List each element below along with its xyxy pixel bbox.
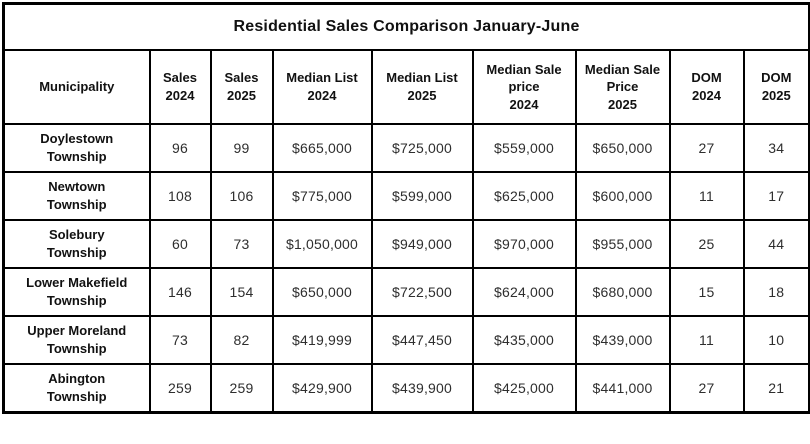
dom-2025-cell: 34 (742, 123, 810, 173)
median-sale-2025-cell: $650,000 (574, 123, 671, 173)
dom-2024-cell: 25 (668, 219, 745, 269)
median-sale-2024-cell: $425,000 (471, 363, 577, 413)
median-list-2025-cell: $439,900 (370, 363, 474, 413)
col-header-median-list-2025: Median List 2025 (370, 49, 474, 125)
median-sale-2024-cell: $624,000 (471, 267, 577, 317)
median-list-2025-cell: $725,000 (370, 123, 474, 173)
table-title: Residential Sales Comparison January-Jun… (2, 2, 810, 51)
table-row: Lower Makefield Township 146 154 $650,00… (2, 267, 810, 317)
median-sale-2025-cell: $441,000 (574, 363, 671, 413)
dom-2024-cell: 27 (668, 363, 745, 413)
municipality-cell: Doylestown Township (2, 123, 151, 173)
col-header-sales-2025: Sales 2025 (209, 49, 274, 125)
municipality-cell: Solebury Township (2, 219, 151, 269)
median-list-2025-cell: $599,000 (370, 171, 474, 221)
col-header-median-sale-2025: Median Sale Price 2025 (574, 49, 671, 125)
table-row: Solebury Township 60 73 $1,050,000 $949,… (2, 219, 810, 269)
table-row: Newtown Township 108 106 $775,000 $599,0… (2, 171, 810, 221)
median-sale-2024-cell: $559,000 (471, 123, 577, 173)
median-list-2024-cell: $419,999 (271, 315, 373, 365)
sales-2025-cell: 82 (209, 315, 274, 365)
title-row: Residential Sales Comparison January-Jun… (2, 2, 810, 51)
col-header-dom-2025: DOM 2025 (742, 49, 810, 125)
median-sale-2025-cell: $955,000 (574, 219, 671, 269)
table-row: Doylestown Township 96 99 $665,000 $725,… (2, 123, 810, 173)
sales-2025-cell: 106 (209, 171, 274, 221)
sales-2024-cell: 259 (148, 363, 212, 413)
col-header-municipality: Municipality (2, 49, 151, 125)
col-header-median-list-2024: Median List 2024 (271, 49, 373, 125)
median-list-2024-cell: $1,050,000 (271, 219, 373, 269)
dom-2025-cell: 17 (742, 171, 810, 221)
dom-2024-cell: 27 (668, 123, 745, 173)
median-sale-2025-cell: $439,000 (574, 315, 671, 365)
median-list-2025-cell: $447,450 (370, 315, 474, 365)
municipality-cell: Upper Moreland Township (2, 315, 151, 365)
residential-sales-table: Residential Sales Comparison January-Jun… (2, 2, 810, 414)
dom-2024-cell: 11 (668, 315, 745, 365)
sales-2025-cell: 154 (209, 267, 274, 317)
dom-2024-cell: 11 (668, 171, 745, 221)
header-row: Municipality Sales 2024 Sales 2025 Media… (2, 49, 810, 125)
sales-2024-cell: 146 (148, 267, 212, 317)
municipality-cell: Newtown Township (2, 171, 151, 221)
median-list-2024-cell: $429,900 (271, 363, 373, 413)
table-row: Abington Township 259 259 $429,900 $439,… (2, 363, 810, 413)
sales-2024-cell: 60 (148, 219, 212, 269)
median-list-2024-cell: $650,000 (271, 267, 373, 317)
col-header-median-sale-2024: Median Sale price 2024 (471, 49, 577, 125)
sales-2024-cell: 96 (148, 123, 212, 173)
median-sale-2025-cell: $600,000 (574, 171, 671, 221)
median-sale-2024-cell: $435,000 (471, 315, 577, 365)
col-header-dom-2024: DOM 2024 (668, 49, 745, 125)
dom-2025-cell: 44 (742, 219, 810, 269)
dom-2025-cell: 18 (742, 267, 810, 317)
dom-2025-cell: 10 (742, 315, 810, 365)
sales-2024-cell: 108 (148, 171, 212, 221)
median-sale-2024-cell: $970,000 (471, 219, 577, 269)
median-list-2024-cell: $665,000 (271, 123, 373, 173)
municipality-cell: Lower Makefield Township (2, 267, 151, 317)
sales-2024-cell: 73 (148, 315, 212, 365)
sales-2025-cell: 73 (209, 219, 274, 269)
median-sale-2024-cell: $625,000 (471, 171, 577, 221)
sales-2025-cell: 99 (209, 123, 274, 173)
median-sale-2025-cell: $680,000 (574, 267, 671, 317)
municipality-cell: Abington Township (2, 363, 151, 413)
dom-2025-cell: 21 (742, 363, 810, 413)
median-list-2024-cell: $775,000 (271, 171, 373, 221)
table-row: Upper Moreland Township 73 82 $419,999 $… (2, 315, 810, 365)
sales-2025-cell: 259 (209, 363, 274, 413)
dom-2024-cell: 15 (668, 267, 745, 317)
median-list-2025-cell: $949,000 (370, 219, 474, 269)
col-header-sales-2024: Sales 2024 (148, 49, 212, 125)
median-list-2025-cell: $722,500 (370, 267, 474, 317)
